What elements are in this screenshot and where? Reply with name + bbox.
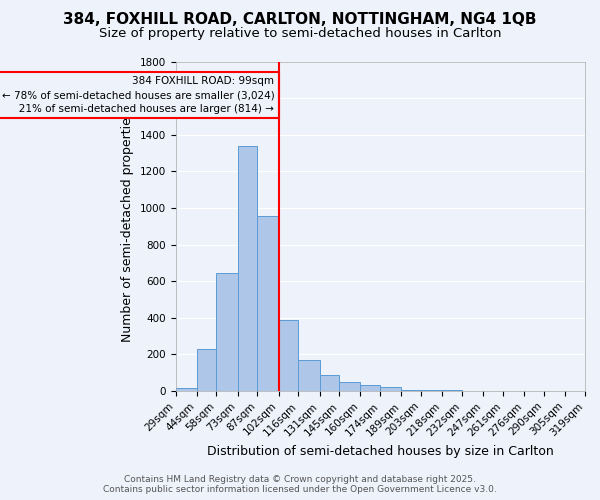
Bar	[278, 320, 298, 391]
Bar	[361, 386, 380, 391]
Text: 384 FOXHILL ROAD: 99sqm
← 78% of semi-detached houses are smaller (3,024)
   21%: 384 FOXHILL ROAD: 99sqm ← 78% of semi-de…	[2, 76, 274, 114]
Bar	[340, 382, 361, 391]
Text: 384, FOXHILL ROAD, CARLTON, NOTTINGHAM, NG4 1QB: 384, FOXHILL ROAD, CARLTON, NOTTINGHAM, …	[63, 12, 537, 28]
Bar	[442, 390, 462, 391]
Bar	[380, 388, 401, 391]
Bar	[257, 216, 278, 391]
Bar	[298, 360, 320, 391]
Bar	[421, 390, 442, 391]
Bar	[176, 388, 197, 391]
Bar	[238, 146, 257, 391]
Bar	[320, 376, 340, 391]
Text: Contains HM Land Registry data © Crown copyright and database right 2025.
Contai: Contains HM Land Registry data © Crown c…	[103, 474, 497, 494]
Bar	[401, 390, 421, 391]
Y-axis label: Number of semi-detached properties: Number of semi-detached properties	[121, 110, 134, 342]
Bar	[197, 349, 217, 391]
X-axis label: Distribution of semi-detached houses by size in Carlton: Distribution of semi-detached houses by …	[207, 444, 554, 458]
Bar	[217, 273, 238, 391]
Text: Size of property relative to semi-detached houses in Carlton: Size of property relative to semi-detach…	[99, 28, 501, 40]
